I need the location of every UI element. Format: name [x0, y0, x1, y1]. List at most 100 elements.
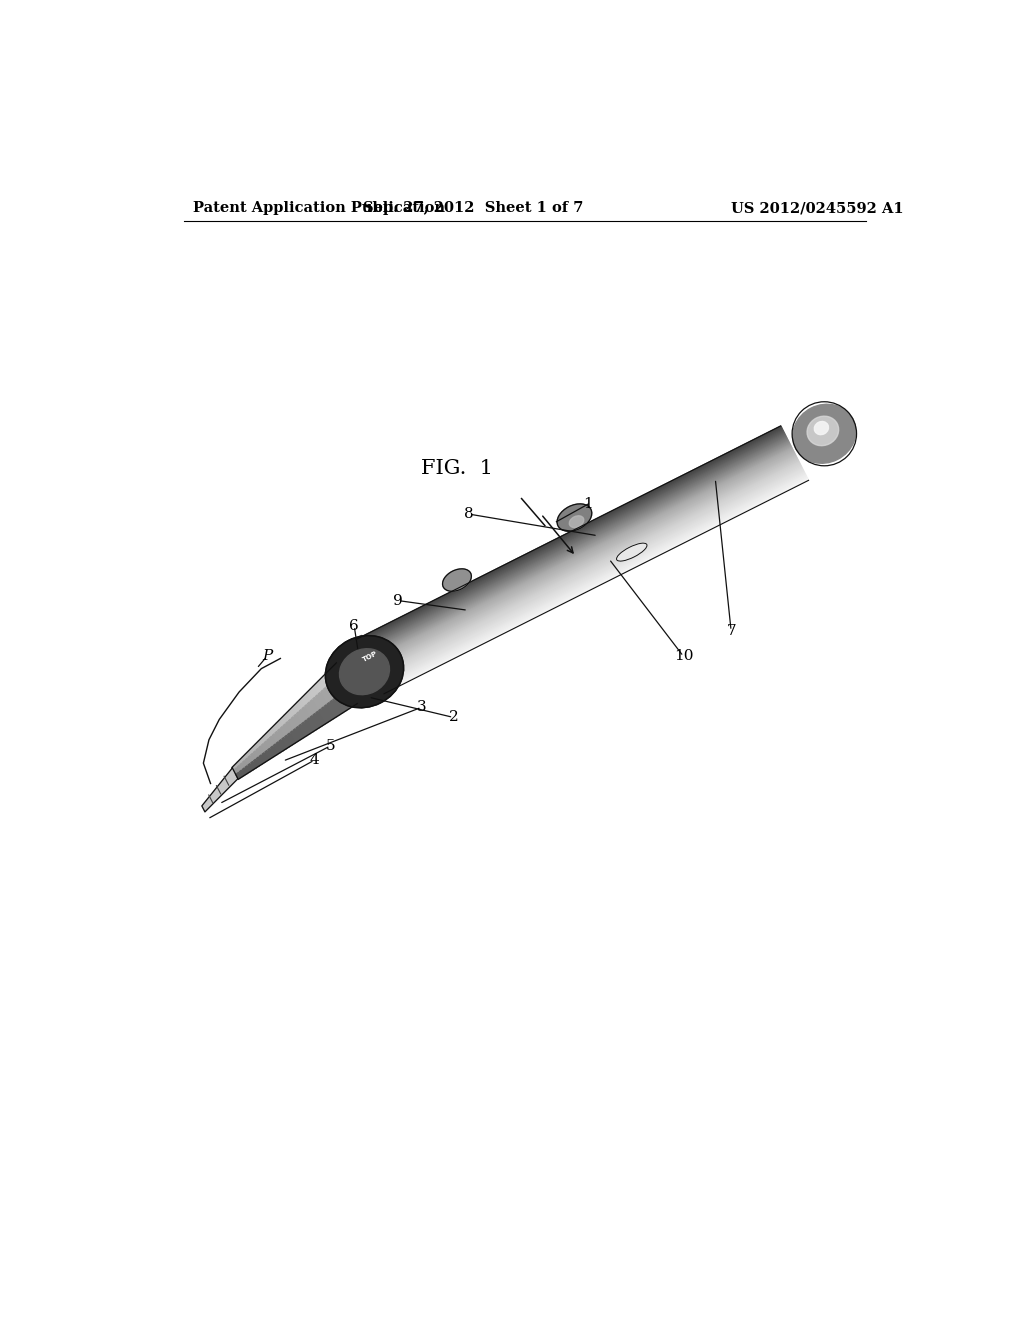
- Ellipse shape: [442, 569, 471, 591]
- Polygon shape: [361, 680, 391, 700]
- Polygon shape: [276, 729, 284, 739]
- Polygon shape: [365, 685, 395, 705]
- Polygon shape: [365, 442, 790, 656]
- Polygon shape: [378, 469, 803, 682]
- Polygon shape: [343, 652, 374, 673]
- Polygon shape: [295, 702, 301, 711]
- Polygon shape: [264, 751, 271, 760]
- Polygon shape: [250, 746, 255, 754]
- Polygon shape: [359, 433, 785, 648]
- Polygon shape: [248, 748, 253, 756]
- Text: 2: 2: [449, 710, 459, 725]
- Polygon shape: [333, 636, 364, 657]
- Polygon shape: [375, 462, 800, 677]
- Polygon shape: [366, 445, 791, 660]
- Polygon shape: [365, 444, 790, 657]
- Polygon shape: [380, 473, 805, 688]
- Polygon shape: [382, 477, 807, 692]
- Polygon shape: [354, 669, 385, 689]
- Polygon shape: [271, 734, 279, 744]
- Polygon shape: [334, 663, 342, 676]
- Polygon shape: [268, 737, 275, 746]
- Polygon shape: [346, 688, 357, 705]
- Polygon shape: [263, 741, 269, 751]
- Polygon shape: [253, 751, 258, 759]
- Polygon shape: [324, 673, 331, 685]
- Polygon shape: [290, 731, 298, 743]
- Ellipse shape: [340, 648, 389, 694]
- Polygon shape: [371, 454, 796, 668]
- Polygon shape: [309, 715, 318, 730]
- Ellipse shape: [616, 543, 647, 561]
- Polygon shape: [245, 751, 250, 758]
- Polygon shape: [344, 653, 375, 675]
- Polygon shape: [250, 762, 256, 770]
- Text: 9: 9: [393, 594, 402, 607]
- Polygon shape: [247, 763, 253, 772]
- Polygon shape: [255, 748, 261, 758]
- Polygon shape: [350, 664, 381, 684]
- Polygon shape: [288, 719, 295, 731]
- Polygon shape: [381, 474, 806, 688]
- Polygon shape: [327, 702, 337, 718]
- Polygon shape: [284, 735, 292, 747]
- Polygon shape: [287, 710, 293, 719]
- Polygon shape: [365, 441, 790, 656]
- Ellipse shape: [807, 416, 839, 446]
- Text: Patent Application Publication: Patent Application Publication: [194, 201, 445, 215]
- Polygon shape: [243, 754, 247, 760]
- Polygon shape: [290, 708, 296, 717]
- Polygon shape: [314, 694, 324, 709]
- Polygon shape: [373, 458, 798, 673]
- Polygon shape: [242, 768, 247, 776]
- Polygon shape: [285, 713, 290, 722]
- Polygon shape: [364, 440, 788, 653]
- Polygon shape: [234, 762, 239, 768]
- Polygon shape: [300, 697, 306, 708]
- Polygon shape: [329, 668, 336, 680]
- Polygon shape: [269, 746, 276, 756]
- Polygon shape: [362, 438, 787, 653]
- Polygon shape: [361, 437, 786, 651]
- Polygon shape: [335, 696, 345, 713]
- Ellipse shape: [557, 504, 592, 531]
- Polygon shape: [376, 465, 801, 680]
- Polygon shape: [360, 434, 785, 648]
- Polygon shape: [359, 432, 784, 645]
- Polygon shape: [261, 752, 268, 762]
- Polygon shape: [356, 426, 781, 640]
- Polygon shape: [304, 705, 312, 718]
- Polygon shape: [380, 473, 805, 686]
- Polygon shape: [348, 659, 379, 680]
- Polygon shape: [355, 672, 386, 692]
- Polygon shape: [245, 758, 250, 766]
- Polygon shape: [364, 441, 788, 655]
- Polygon shape: [306, 702, 315, 715]
- Polygon shape: [298, 725, 306, 738]
- Polygon shape: [309, 700, 317, 714]
- Polygon shape: [239, 763, 245, 770]
- Polygon shape: [372, 455, 797, 671]
- Polygon shape: [378, 467, 803, 682]
- Ellipse shape: [569, 516, 584, 528]
- Polygon shape: [338, 694, 348, 711]
- Polygon shape: [337, 642, 367, 663]
- Polygon shape: [271, 726, 276, 734]
- Polygon shape: [283, 725, 290, 735]
- Polygon shape: [263, 734, 268, 741]
- Text: US 2012/0245592 A1: US 2012/0245592 A1: [731, 201, 904, 215]
- Polygon shape: [307, 689, 314, 700]
- Polygon shape: [258, 746, 264, 755]
- Polygon shape: [232, 764, 237, 771]
- Ellipse shape: [814, 421, 828, 434]
- Polygon shape: [272, 744, 280, 755]
- Text: 1: 1: [584, 496, 593, 511]
- Polygon shape: [260, 743, 267, 752]
- Polygon shape: [317, 709, 328, 725]
- Text: 3: 3: [417, 700, 426, 714]
- Polygon shape: [352, 667, 383, 686]
- Polygon shape: [358, 676, 389, 696]
- Polygon shape: [240, 756, 245, 763]
- Ellipse shape: [326, 636, 403, 708]
- Polygon shape: [331, 680, 340, 696]
